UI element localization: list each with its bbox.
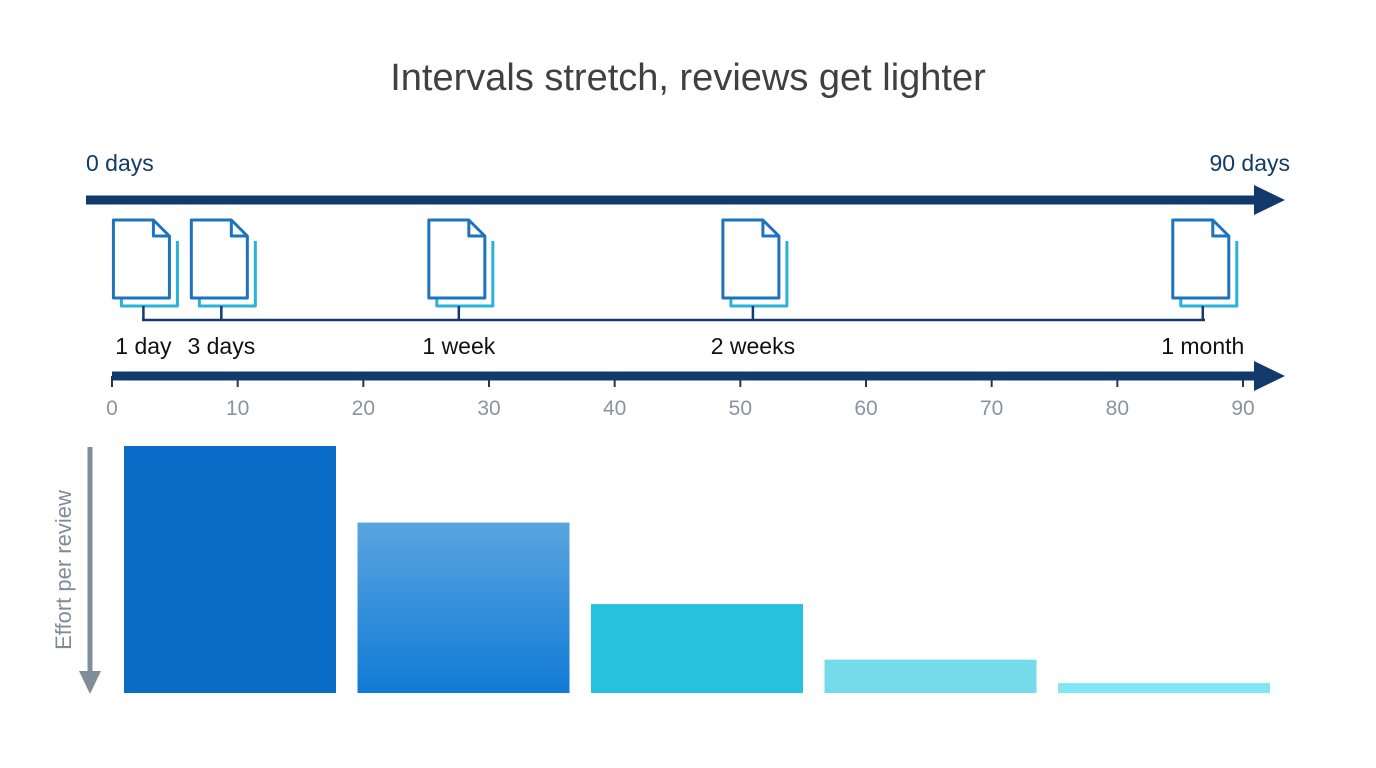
scale-tick-label: 80 (1106, 397, 1129, 420)
scale-tick-label: 30 (477, 397, 500, 420)
timeline-start-label: 0 days (86, 150, 154, 176)
top-timeline: 0 days 90 days (86, 150, 1290, 215)
scale-tick-label: 10 (226, 397, 249, 420)
effort-axis: Effort per review (51, 447, 101, 694)
effort-bar (591, 604, 803, 693)
scale-tick-label: 20 (352, 397, 375, 420)
review-marker: 1 month (1161, 218, 1244, 359)
effort-bar (357, 522, 570, 693)
diagram-title: Intervals stretch, reviews get lighter (390, 57, 986, 99)
day-scale: 0 10 20 30 40 50 60 70 80 90 (106, 361, 1285, 420)
scale-ticks: 0 10 20 30 40 50 60 70 80 90 (106, 376, 1255, 420)
effort-arrow-head (79, 671, 101, 694)
review-markers: 1 day 3 days 1 week 2 weeks 1 month (111, 218, 1244, 359)
review-interval-label: 1 day (115, 333, 172, 359)
effort-bars (124, 446, 1270, 693)
document-icon (1171, 218, 1239, 308)
review-marker: 3 days (187, 218, 257, 359)
review-interval-label: 3 days (187, 333, 255, 359)
scale-arrow-head (1254, 361, 1285, 391)
review-interval-label: 2 weeks (711, 333, 795, 359)
scale-tick-label: 50 (729, 397, 752, 420)
review-marker: 1 week (422, 218, 496, 359)
document-icon (111, 218, 179, 308)
review-marker: 2 weeks (711, 218, 795, 359)
scale-tick-label: 70 (980, 397, 1003, 420)
scale-tick-label: 40 (603, 397, 626, 420)
review-marker: 1 day (111, 218, 179, 359)
effort-bar (1058, 683, 1270, 693)
scale-tick-label: 0 (106, 397, 118, 420)
scale-tick-label: 60 (854, 397, 877, 420)
document-icon (189, 218, 257, 308)
document-icon (427, 218, 495, 308)
timeline-arrow-head (1254, 185, 1285, 215)
effort-bar (824, 659, 1037, 693)
document-icon (721, 218, 789, 308)
review-interval-label: 1 week (422, 333, 495, 359)
effort-axis-label: Effort per review (51, 490, 76, 650)
review-interval-label: 1 month (1161, 333, 1244, 359)
effort-bar (124, 446, 336, 693)
scale-tick-label: 90 (1231, 397, 1254, 420)
timeline-end-label: 90 days (1209, 150, 1290, 176)
